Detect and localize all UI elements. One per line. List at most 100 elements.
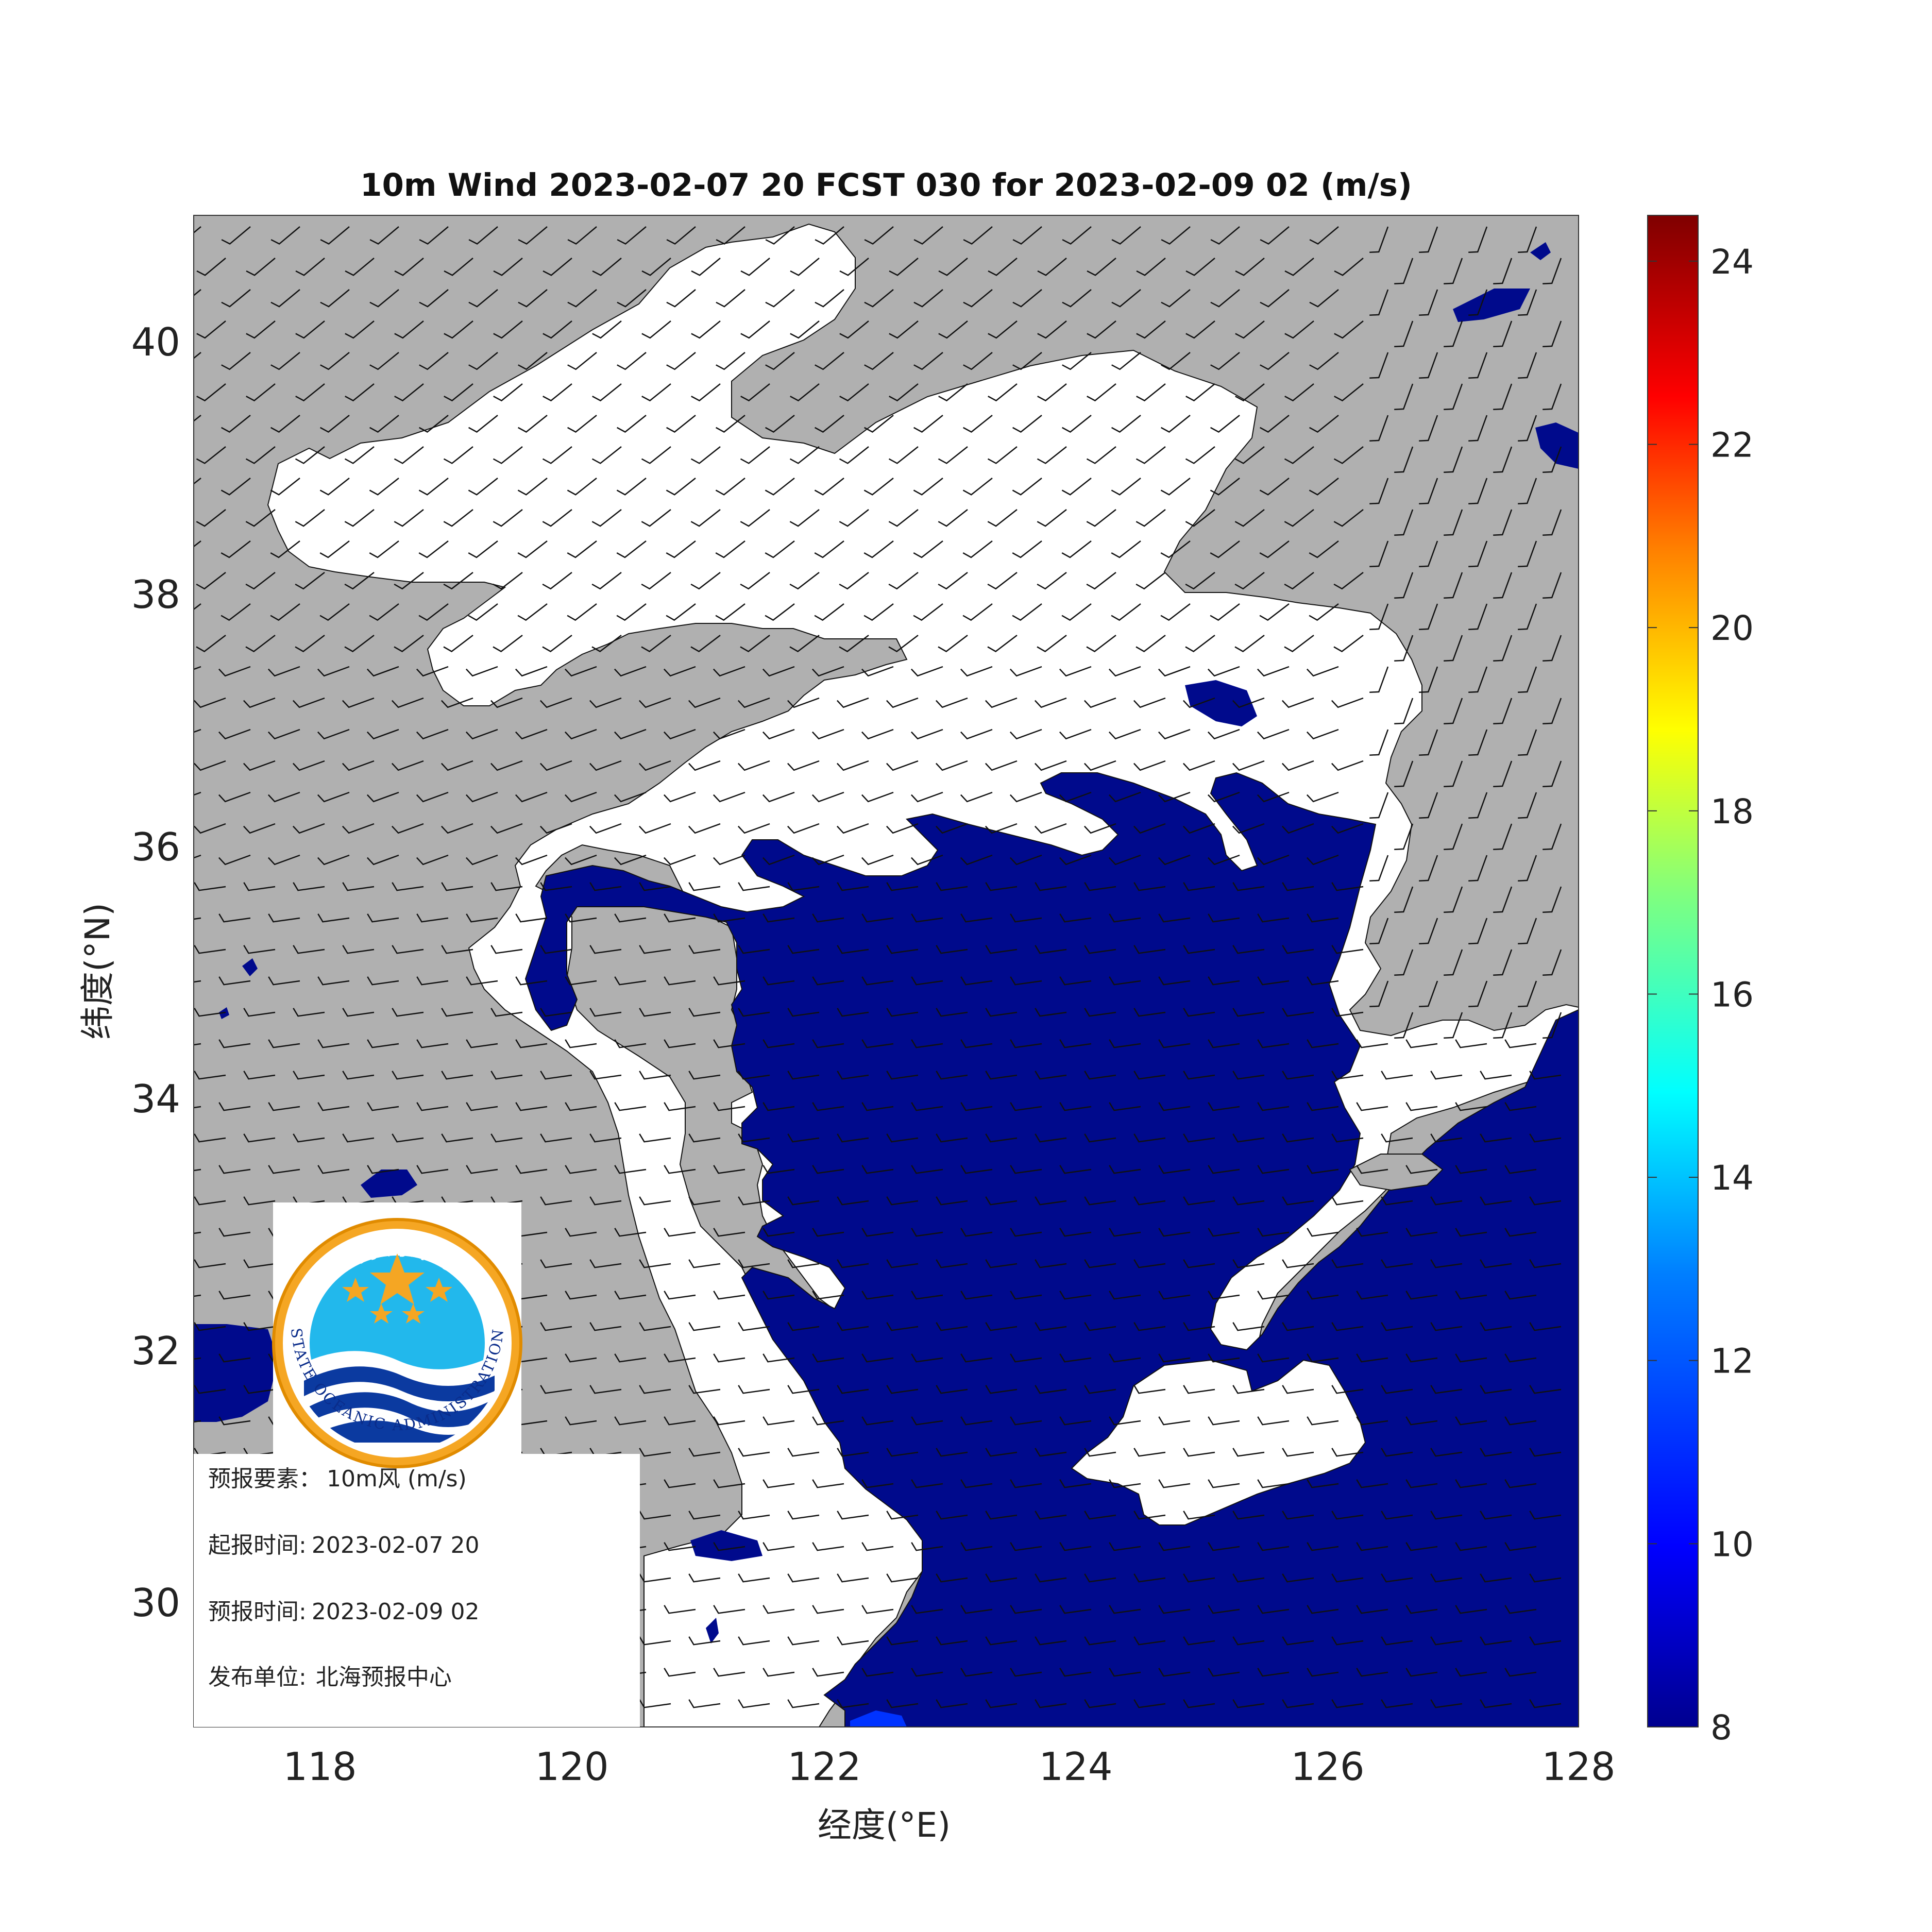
wind-barb xyxy=(320,289,350,308)
wind-barb xyxy=(688,1699,721,1708)
wind-barb xyxy=(493,258,523,276)
wind-barb xyxy=(243,823,276,834)
wind-barb xyxy=(1133,1511,1166,1520)
wind-barb xyxy=(245,509,276,527)
wind-barb xyxy=(614,854,647,866)
wind-barb xyxy=(1035,882,1067,891)
wind-barb xyxy=(243,1008,276,1017)
wind-barb xyxy=(416,728,449,740)
wind-barb xyxy=(911,1353,943,1363)
wind-barb xyxy=(886,697,919,708)
wind-barb xyxy=(1084,1636,1116,1646)
wind-barb xyxy=(1518,226,1537,253)
svg-text:起报时间:2023-02-07 20: 起报时间: 2023-02-07 20 xyxy=(208,1532,480,1558)
wind-barb xyxy=(985,1573,1018,1583)
wind-barb xyxy=(564,728,597,740)
wind-barb xyxy=(688,760,721,771)
wind-barb xyxy=(1504,1416,1537,1426)
wind-barb xyxy=(416,913,449,923)
wind-barb xyxy=(1468,855,1488,882)
wind-barb xyxy=(1109,1416,1141,1426)
wind-barb xyxy=(1480,1511,1512,1520)
wind-barb xyxy=(194,945,226,954)
wind-barb xyxy=(861,1102,894,1111)
colorbar-ticks: 8 10 12 14 16 18 20 22 24 xyxy=(1648,242,1754,1748)
wind-barb xyxy=(790,383,820,402)
wind-barb xyxy=(1543,886,1562,913)
wind-barb xyxy=(988,383,1018,402)
wind-barb xyxy=(1158,1291,1191,1300)
wind-barb xyxy=(1035,1259,1067,1268)
wind-barb xyxy=(1136,572,1166,590)
wind-barb xyxy=(913,415,943,433)
wind-barb xyxy=(1444,635,1463,662)
wind-barb xyxy=(1059,1668,1092,1677)
wind-barb xyxy=(688,1511,721,1520)
wind-barb xyxy=(641,320,671,339)
wind-barb xyxy=(1086,572,1116,590)
wind-barb xyxy=(419,415,449,433)
wind-barb xyxy=(713,1165,745,1174)
wind-barb xyxy=(787,882,820,891)
wind-barb xyxy=(787,1385,820,1394)
wind-barb xyxy=(863,540,894,558)
colorbar-tick-label: 18 xyxy=(1710,792,1754,832)
wind-barb xyxy=(1518,855,1537,882)
wind-barb xyxy=(218,728,251,740)
wind-barb xyxy=(1430,1259,1463,1268)
wind-barb xyxy=(765,352,795,370)
wind-barb xyxy=(344,635,375,652)
wind-barb xyxy=(987,572,1018,590)
wind-barb xyxy=(1356,1668,1388,1677)
wind-barb xyxy=(1419,855,1438,882)
wind-barb xyxy=(1282,1071,1314,1080)
wind-barb xyxy=(1309,603,1339,621)
wind-barb xyxy=(367,913,399,923)
wind-barb xyxy=(1183,1071,1215,1080)
info-issue-label: 起报时间: xyxy=(208,1532,307,1558)
wind-barb xyxy=(517,478,548,496)
wind-barb xyxy=(787,760,820,771)
wind-barb xyxy=(839,320,869,339)
wind-barb xyxy=(518,352,548,370)
wind-barb xyxy=(221,478,251,496)
wind-barb xyxy=(1394,698,1414,725)
wind-barb xyxy=(1394,823,1414,851)
wind-barb xyxy=(837,1573,869,1583)
wind-barb xyxy=(1369,918,1389,945)
wind-barb xyxy=(1232,1573,1265,1583)
wind-barb xyxy=(270,289,300,308)
wind-barb xyxy=(738,1573,770,1583)
wind-barb xyxy=(614,1228,647,1237)
wind-barb xyxy=(267,791,300,803)
wind-barb xyxy=(493,572,523,590)
wind-barb xyxy=(543,383,572,402)
wind-barb xyxy=(1232,760,1265,771)
wind-barb xyxy=(1010,1416,1042,1426)
y-tick-label: 38 xyxy=(131,572,180,617)
wind-barb xyxy=(861,1542,894,1551)
wind-barb xyxy=(1010,1039,1042,1048)
wind-barb xyxy=(1356,1353,1388,1363)
wind-barb xyxy=(1010,1102,1042,1111)
wind-barb xyxy=(1108,666,1141,677)
wind-barb xyxy=(790,320,820,339)
wind-barb xyxy=(1010,1353,1042,1363)
wind-barb xyxy=(837,1196,869,1206)
wind-barb xyxy=(369,352,399,370)
wind-barb xyxy=(317,913,350,923)
wind-barb xyxy=(1455,1416,1487,1426)
wind-barb xyxy=(1480,1636,1512,1646)
wind-barb xyxy=(394,572,424,590)
wind-barb xyxy=(663,728,696,740)
wind-barb xyxy=(1035,1573,1067,1583)
wind-barb xyxy=(1234,509,1265,527)
wind-barb xyxy=(889,320,919,339)
wind-barb xyxy=(468,352,498,370)
wind-barb xyxy=(319,478,350,496)
wind-barb xyxy=(243,1196,276,1206)
wind-barb xyxy=(1207,666,1240,677)
wind-barb xyxy=(1381,1385,1413,1394)
wind-barb xyxy=(1232,697,1265,708)
wind-barb xyxy=(565,1228,597,1237)
